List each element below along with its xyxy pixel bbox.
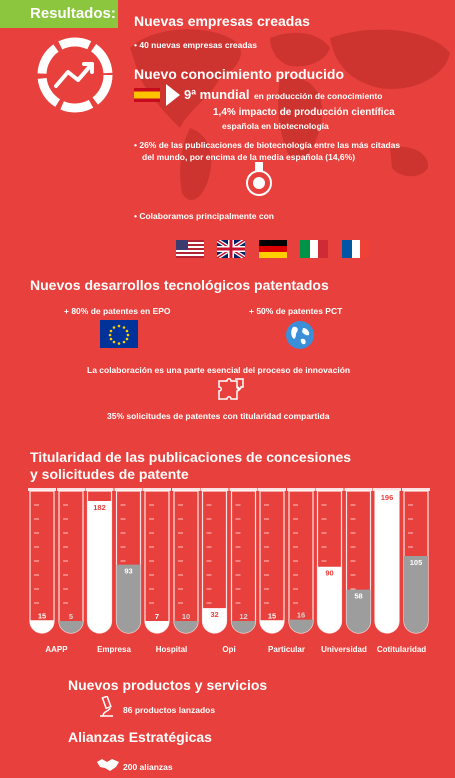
- data-label: 10: [182, 612, 190, 621]
- data-label: 105: [410, 558, 423, 567]
- chart-title-line-1: Titularidad de las publicaciones de conc…: [30, 449, 352, 465]
- puzzle-icon: [218, 378, 244, 400]
- bar-universidad-2: [346, 589, 371, 633]
- tube-rim: [28, 488, 56, 491]
- bar-cotitularidad-1: [375, 491, 399, 633]
- data-label: 16: [297, 611, 305, 620]
- productos-title: Nuevos productos y servicios: [68, 677, 268, 693]
- rank-text: 9ª mundial en producción de conocimiento: [184, 86, 382, 104]
- impact-small: española en biotecnología: [222, 121, 329, 131]
- alianzas-line: 200 alianzas: [123, 762, 173, 772]
- epo-text: + 80% de patentes en EPO: [64, 306, 171, 316]
- pct-line-1: 26% de las publicaciones de biotecnologí…: [134, 140, 400, 151]
- globe-icon: [286, 321, 314, 349]
- data-label: 15: [38, 611, 46, 620]
- patentes-title: Nuevos desarrollos tecnológicos patentad…: [30, 277, 329, 293]
- data-label: 7: [155, 612, 159, 621]
- productos-line: 86 productos lanzados: [123, 705, 216, 715]
- bar-hospital-1: [145, 621, 169, 633]
- bar-empresa-2: [116, 564, 141, 633]
- tube-rim: [114, 488, 143, 491]
- partner-flags: [176, 238, 379, 263]
- collab-text: Colaboramos principalmente con: [134, 211, 274, 222]
- data-label: 93: [124, 567, 132, 576]
- category-label: Cotitularidad: [377, 645, 426, 654]
- tube-rim: [315, 488, 344, 491]
- category-label: AAPP: [45, 645, 68, 654]
- tube-rim: [229, 488, 258, 491]
- tube-rim: [85, 488, 114, 491]
- bar-particular-2: [289, 619, 313, 633]
- chart-title-line-2: y solicitudes de patente: [30, 466, 189, 482]
- titularidad-chart: 15 5 AAPP 182 93 Empresa 7 10 Hospital 32 12 Opi 15 1…: [28, 488, 430, 654]
- empresas-title: Nuevas empresas creadas: [134, 13, 310, 29]
- category-label: Particular: [268, 645, 305, 654]
- data-label: 182: [93, 503, 106, 512]
- growth-chart-icon: [37, 37, 113, 113]
- pct-text: + 50% de patentes PCT: [249, 306, 343, 316]
- spain-flag-icon: [134, 88, 160, 102]
- data-label: 12: [239, 612, 247, 621]
- tube-rim: [402, 488, 430, 491]
- france-flag-icon: [341, 240, 370, 258]
- chevron-right-icon: [166, 84, 180, 106]
- eu-flag-icon: [100, 320, 138, 348]
- category-label: Empresa: [97, 645, 131, 654]
- medal-icon: [246, 162, 272, 196]
- bar-aapp-2: [59, 621, 83, 633]
- data-label: 90: [325, 569, 333, 578]
- bar-opi-1: [202, 608, 227, 633]
- category-label: Universidad: [321, 645, 367, 654]
- shared-line: 35% solicitudes de patentes con titulari…: [107, 411, 330, 421]
- impact-big: 1,4% impacto de producción científica: [213, 107, 395, 118]
- data-label: 58: [354, 592, 362, 601]
- chart-title: Titularidad de las publicaciones de conc…: [30, 449, 351, 483]
- results-tag: Resultados:: [0, 0, 118, 28]
- bar-hospital-2: [174, 621, 198, 633]
- bar-universidad-1: [317, 566, 342, 633]
- tube-rim: [287, 488, 315, 491]
- bar-particular-1: [260, 620, 284, 633]
- data-label: 196: [381, 493, 394, 502]
- data-label: 15: [268, 611, 276, 620]
- data-label: 5: [69, 612, 73, 621]
- germany-flag-icon: [258, 240, 287, 258]
- tube-rim: [258, 488, 286, 491]
- pct-line-2: del mundo, por encima de la media españo…: [142, 152, 356, 162]
- empresas-line: 40 nuevas empresas creadas: [134, 40, 257, 51]
- tube-rim: [373, 488, 401, 491]
- bar-aapp-1: [30, 620, 54, 633]
- category-label: Opi: [222, 645, 235, 654]
- tube-rim: [143, 488, 171, 491]
- microscope-icon: [100, 696, 113, 717]
- uk-flag-icon: [216, 238, 247, 260]
- italy-flag-icon: [300, 240, 329, 258]
- rank-big: 9ª mundial: [184, 87, 250, 102]
- alianzas-title: Alianzas Estratégicas: [68, 729, 212, 745]
- handshake-icon: [97, 759, 119, 771]
- tube-rim: [200, 488, 229, 491]
- collab-line: La colaboración es una parte esencial de…: [87, 365, 351, 375]
- conocimiento-title: Nuevo conocimiento producido: [134, 66, 345, 82]
- tube-rim: [57, 488, 85, 491]
- bar-empresa-1: [87, 501, 112, 633]
- bar-cotitularidad-2: [404, 556, 428, 633]
- usa-flag-icon: [176, 240, 204, 258]
- rank-small: en producción de conocimiento: [253, 91, 383, 101]
- category-label: Hospital: [156, 645, 188, 654]
- bar-opi-2: [231, 621, 256, 633]
- tube-rim: [172, 488, 200, 491]
- data-label: 32: [210, 610, 218, 619]
- tube-rim: [344, 488, 373, 491]
